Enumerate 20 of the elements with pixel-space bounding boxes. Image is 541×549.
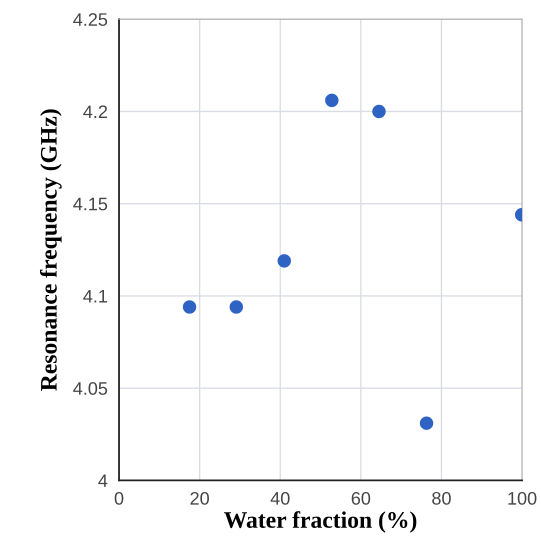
point [420,416,434,430]
x-tick-label: 80 [432,492,451,505]
y-tick-label: 4.05 [73,382,108,395]
x-tick-label: 20 [190,492,209,505]
y-tick-label: 4.15 [73,198,108,210]
point [278,254,291,268]
y-tick-label: 4.25 [73,13,108,26]
point [182,300,196,314]
y-tick-label: 4 [98,474,108,487]
x-tick-label: 60 [352,492,370,505]
point [325,94,339,108]
y-axis-title: Resonance frequency (GHz) [40,109,62,391]
x-axis-title: Water fraction (%) [224,511,416,533]
point [230,300,244,314]
x-tick-label: 100 [508,492,536,505]
x-tick-label: 0 [114,492,124,505]
y-tick-label: 4.2 [83,105,108,118]
y-tick-label: 4.1 [83,290,108,302]
point [372,104,386,118]
x-tick-label: 40 [270,492,290,505]
